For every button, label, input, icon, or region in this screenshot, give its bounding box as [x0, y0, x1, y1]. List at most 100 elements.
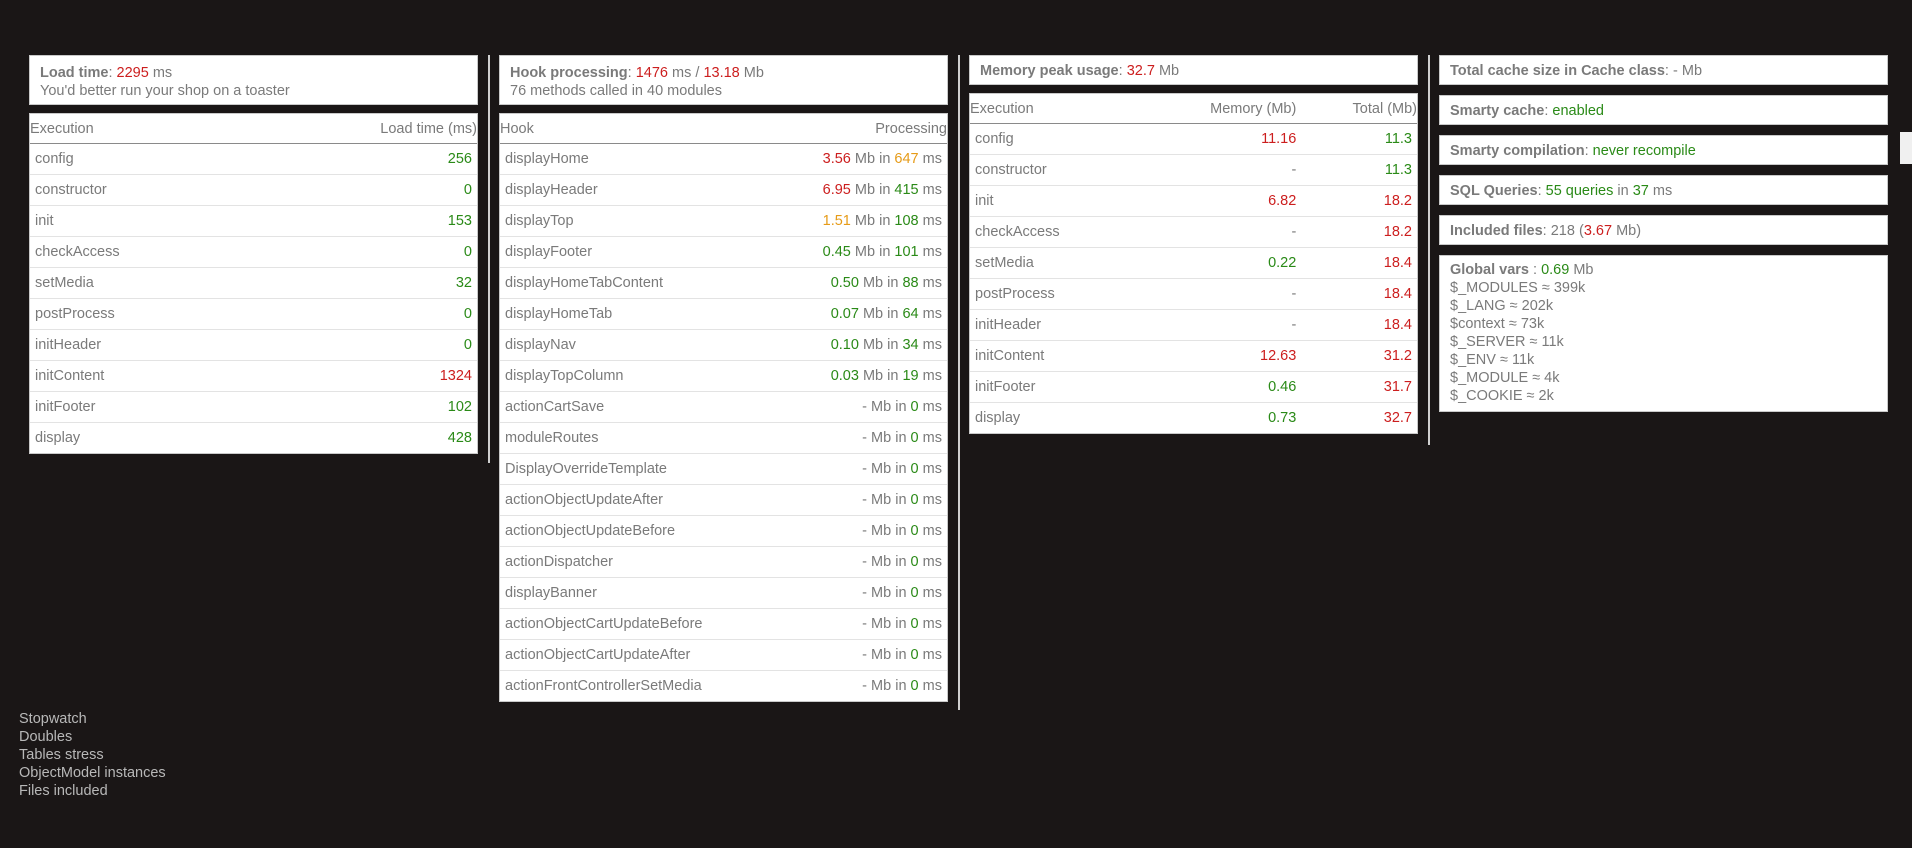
hook-memory: - — [862, 399, 867, 415]
hook-mb-unit: Mb — [743, 65, 764, 81]
table-row: config 256 — [30, 143, 477, 175]
hook-name: actionObjectUpdateAfter — [500, 484, 776, 516]
load-time-value: 2295 — [116, 65, 149, 81]
smarty-cache-box: Smarty cache: enabled — [1439, 95, 1888, 125]
table-row: actionObjectCartUpdateBefore - Mb in 0 ms — [500, 608, 947, 640]
table-row: actionObjectUpdateBefore - Mb in 0 ms — [500, 515, 947, 547]
global-vars-list: $_MODULES ≈ 399k $_LANG ≈ 202k $context ≈ … — [1450, 279, 1877, 405]
hook-processing: - Mb in 0 ms — [775, 453, 947, 485]
hook-mb-word: Mb — [871, 430, 892, 446]
hook-time: 0 — [910, 523, 919, 539]
execution-name: initFooter — [30, 391, 252, 423]
hook-memory: - — [862, 678, 867, 694]
hook-mb-word: Mb — [871, 461, 892, 477]
hook-processing: 0.45 Mb in 101 ms — [775, 236, 947, 268]
table-row: initFooter 102 — [30, 391, 477, 423]
included-files-count: 218 — [1550, 223, 1575, 239]
execution-name: config — [30, 143, 252, 175]
table-row: displayHomeTabContent 0.50 Mb in 88 ms — [500, 267, 947, 299]
hook-mb-word: Mb — [854, 151, 876, 167]
hook-mb-word: Mb — [871, 585, 892, 601]
table-row: moduleRoutes - Mb in 0 ms — [500, 422, 947, 454]
total-memory-value: 11.3 — [1302, 123, 1417, 155]
global-vars-box: Global vars : 0.69 Mb $_MODULES ≈ 399k $_… — [1439, 255, 1888, 412]
hook-time: 0 — [910, 554, 919, 570]
total-memory-value: 18.2 — [1302, 216, 1417, 248]
hook-in-word: in — [879, 213, 891, 229]
table-row: actionObjectCartUpdateAfter - Mb in 0 ms — [500, 639, 947, 671]
memory-table-box: Execution Memory (Mb) Total (Mb) config 1… — [969, 93, 1418, 434]
link-tables-stress[interactable]: Tables stress — [19, 747, 104, 763]
memory-column: Memory peak usage: 32.7 Mb Execution Mem… — [969, 55, 1418, 434]
load-time-summary: Load time: 2295 ms You'd better run your… — [29, 55, 478, 105]
smarty-cache-value: enabled — [1552, 103, 1604, 119]
smarty-cache-label: Smarty cache — [1450, 103, 1545, 119]
hook-ms-word: ms — [922, 461, 942, 477]
hook-memory: - — [862, 492, 867, 508]
global-var-item: $context ≈ 73k — [1450, 316, 1545, 332]
memory-value: 6.82 — [1138, 185, 1303, 217]
table-row: displayHome 3.56 Mb in 647 ms — [500, 143, 947, 175]
table-row: actionObjectUpdateAfter - Mb in 0 ms — [500, 484, 947, 516]
link-stopwatch[interactable]: Stopwatch — [19, 711, 87, 727]
included-files-mb: 3.67 — [1583, 223, 1613, 239]
hook-time: 34 — [902, 337, 919, 353]
table-row: displayTopColumn 0.03 Mb in 19 ms — [500, 360, 947, 392]
cache-column: Total cache size in Cache class: - Mb Sm… — [1439, 55, 1888, 412]
column-divider — [958, 55, 960, 710]
table-row: actionCartSave - Mb in 0 ms — [500, 391, 947, 423]
hook-processing: - Mb in 0 ms — [775, 671, 947, 702]
global-var-item: $_SERVER ≈ 11k — [1450, 334, 1564, 350]
hook-ms-word: ms — [922, 678, 942, 694]
col-header-execution: Execution — [30, 114, 252, 144]
hook-memory: 0.45 — [822, 244, 851, 260]
hook-name: actionObjectCartUpdateAfter — [500, 639, 776, 671]
table-row: displayHeader 6.95 Mb in 415 ms — [500, 174, 947, 206]
smarty-compilation-value: never recompile — [1592, 143, 1696, 159]
hook-processing: 6.95 Mb in 415 ms — [775, 174, 947, 206]
page-scrollbar[interactable] — [1900, 0, 1912, 848]
total-memory-value: 31.7 — [1302, 371, 1417, 403]
global-vars-unit: Mb — [1573, 262, 1594, 278]
load-time-value: 1324 — [251, 360, 477, 392]
load-time-column: Load time: 2295 ms You'd better run your… — [29, 55, 478, 454]
execution-name: initFooter — [970, 371, 1139, 403]
hook-ms-word: ms — [922, 399, 942, 415]
hook-processing: - Mb in 0 ms — [775, 515, 947, 547]
link-doubles[interactable]: Doubles — [19, 729, 73, 745]
hook-name: displayFooter — [500, 236, 776, 268]
total-memory-value: 18.4 — [1302, 309, 1417, 341]
table-row: constructor -11.3 — [970, 154, 1417, 186]
smarty-compilation-box: Smarty compilation: never recompile — [1439, 135, 1888, 165]
total-memory-value: 32.7 — [1383, 410, 1412, 426]
included-files-close: Mb) — [1616, 223, 1642, 239]
hook-time: 101 — [894, 244, 919, 260]
table-row: initHeader -18.4 — [970, 309, 1417, 341]
column-divider — [488, 55, 490, 463]
hook-name: displayHomeTabContent — [500, 267, 776, 299]
hook-memory: 0.07 — [830, 306, 859, 322]
link-objectmodel-instances[interactable]: ObjectModel instances — [19, 765, 166, 781]
execution-name: config — [970, 123, 1139, 155]
hook-in-word: in — [895, 523, 907, 539]
table-row: postProcess 0 — [30, 298, 477, 330]
global-vars-value: 0.69 — [1541, 262, 1570, 278]
scrollbar-thumb[interactable] — [1900, 132, 1912, 164]
hook-processing: - Mb in 0 ms — [775, 391, 947, 423]
execution-name: init — [30, 205, 252, 237]
execution-name: constructor — [970, 154, 1139, 186]
load-time-value: 0 — [251, 329, 477, 361]
sql-queries-count: 55 queries — [1545, 183, 1614, 199]
col-header-memory: Memory (Mb) — [1138, 94, 1303, 124]
execution-name: init — [970, 185, 1139, 217]
hook-table: Hook Processing displayHome 3.56 Mb in 64… — [500, 114, 947, 701]
hook-memory: 0.03 — [830, 368, 859, 384]
execution-name: initContent — [30, 360, 252, 392]
hook-mb-word: Mb — [871, 616, 892, 632]
memory-label: Memory peak usage — [980, 63, 1119, 79]
hook-processing: - Mb in 0 ms — [775, 608, 947, 640]
hook-in-word: in — [895, 430, 907, 446]
col-header-execution: Execution — [970, 94, 1139, 124]
link-files-included[interactable]: Files included — [19, 783, 108, 799]
hook-table-box: Hook Processing displayHome 3.56 Mb in 64… — [499, 113, 948, 702]
